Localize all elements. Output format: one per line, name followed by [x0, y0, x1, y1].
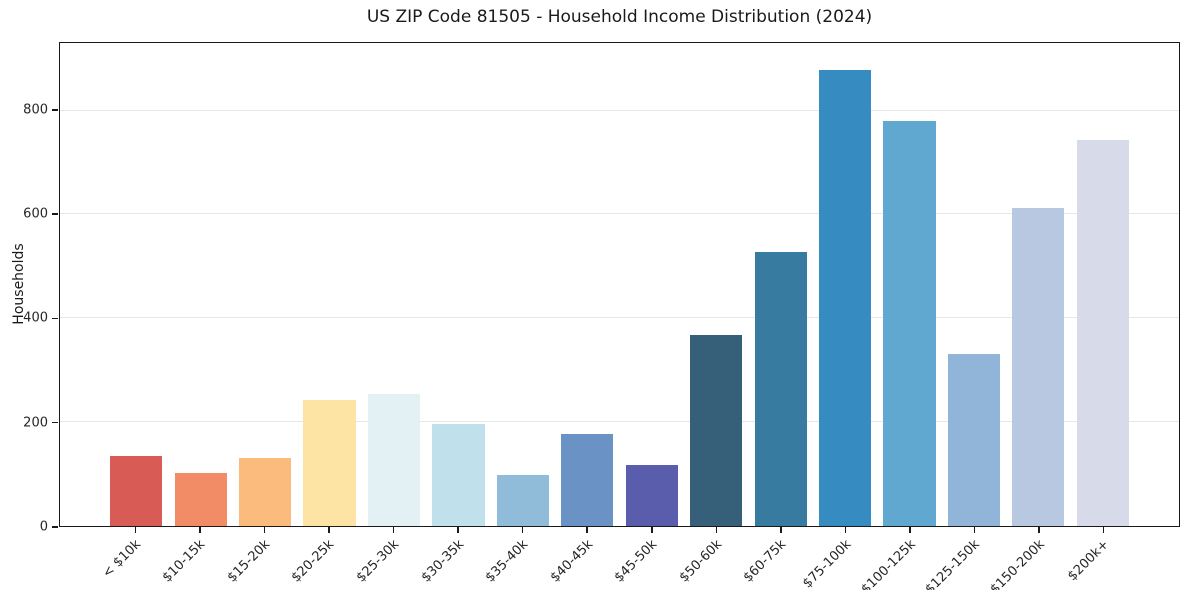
x-tick-mark — [134, 527, 137, 533]
bar-slot — [168, 43, 232, 526]
x-tick-mark — [328, 527, 330, 533]
y-tick-label: 800 — [23, 102, 48, 118]
bar-15-20k — [239, 458, 292, 526]
bar-slot — [555, 43, 619, 526]
x-tick-label-text: $40-45k — [547, 537, 596, 586]
bar-slot — [684, 43, 748, 526]
x-tick-mark — [521, 527, 524, 533]
y-tick-mark — [52, 109, 58, 111]
x-tick-label-text: $15-20k — [224, 537, 274, 586]
y-tick-mark — [52, 213, 58, 215]
x-tick-mark — [909, 527, 911, 533]
x-tick-mark — [780, 527, 782, 533]
x-tick-label-text: $50-60k — [676, 537, 725, 586]
x-tick-mark — [651, 527, 653, 533]
x-tick-label-text: $125-150k — [923, 537, 984, 590]
y-tick-label: 400 — [23, 310, 48, 326]
bar-40-45k — [561, 434, 614, 526]
bar-slot — [942, 43, 1006, 526]
x-tick-mark — [973, 527, 976, 533]
x-tick-mark — [457, 527, 459, 533]
y-tick-label: 600 — [23, 206, 48, 222]
plot-area — [59, 42, 1180, 527]
x-tick-label-text: $30-35k — [418, 537, 467, 586]
x-tick-label-text: $150-200k — [987, 537, 1048, 590]
bar-slot — [233, 43, 297, 526]
bar-100-125k — [883, 120, 936, 526]
gridline-400 — [60, 317, 1179, 319]
x-tick-label-text: < $10k — [99, 537, 144, 582]
gridline-200 — [60, 421, 1179, 423]
x-tick-label-text: $75-100k — [799, 537, 855, 590]
y-tick-label: 0 — [39, 519, 48, 535]
bar-slot — [1006, 43, 1070, 526]
bar-25-30k — [367, 394, 421, 526]
x-tick-label-text: $60-75k — [741, 537, 790, 586]
y-tick-mark — [52, 526, 58, 528]
bar-slot — [813, 43, 877, 526]
bar-35-40k — [496, 475, 549, 526]
bar-slot — [491, 43, 555, 526]
x-tick-mark — [392, 527, 395, 533]
gridlines — [60, 43, 1179, 526]
y-tick-mark — [52, 317, 58, 320]
x-tick-mark — [1102, 527, 1105, 533]
x-tick-mark — [263, 527, 266, 533]
bar-slot — [1071, 43, 1135, 526]
x-tick-mark — [844, 527, 847, 533]
bar-slot — [426, 43, 490, 526]
bar-75-100k — [818, 70, 872, 526]
bar-slot — [362, 43, 426, 526]
bar-50-60k — [690, 334, 743, 526]
bar-slot — [877, 43, 941, 526]
y-tick-label: 200 — [23, 415, 48, 431]
chart-title: US ZIP Code 81505 - Household Income Dis… — [366, 7, 873, 27]
x-tick-label-text: $25-30k — [353, 537, 403, 586]
x-tick-label-text: $20-25k — [289, 537, 338, 586]
y-tick-mark — [52, 421, 58, 424]
bar-45-50k — [625, 464, 678, 526]
bar-slot — [297, 43, 361, 526]
bar-slot — [620, 43, 684, 526]
x-tick-mark — [199, 527, 201, 533]
bar-slot — [748, 43, 812, 526]
bar-10-15k — [174, 473, 227, 526]
x-tick-label-text: $100-125k — [858, 537, 919, 590]
bar-150-200k — [1012, 208, 1065, 526]
bar-200k — [1076, 140, 1129, 526]
bar-60-75k — [754, 251, 807, 526]
bar-125-150k — [947, 354, 1000, 526]
x-tick-label-text: $10-15k — [159, 537, 209, 586]
gridline-800 — [60, 109, 1179, 111]
x-tick-label-text: $200k+ — [1065, 537, 1113, 585]
x-tick-label-text: $35-40k — [482, 537, 532, 586]
gridline-600 — [60, 213, 1179, 215]
bar-30-35k — [432, 424, 485, 526]
x-tick-mark — [1038, 527, 1040, 533]
bar-20-25k — [303, 400, 356, 526]
x-tick-label-text: $45-50k — [611, 537, 661, 586]
bar-slot — [104, 43, 168, 526]
x-tick-mark — [586, 527, 588, 533]
bar-10k — [110, 456, 163, 526]
bars-container — [60, 43, 1179, 526]
x-tick-mark — [715, 527, 718, 533]
